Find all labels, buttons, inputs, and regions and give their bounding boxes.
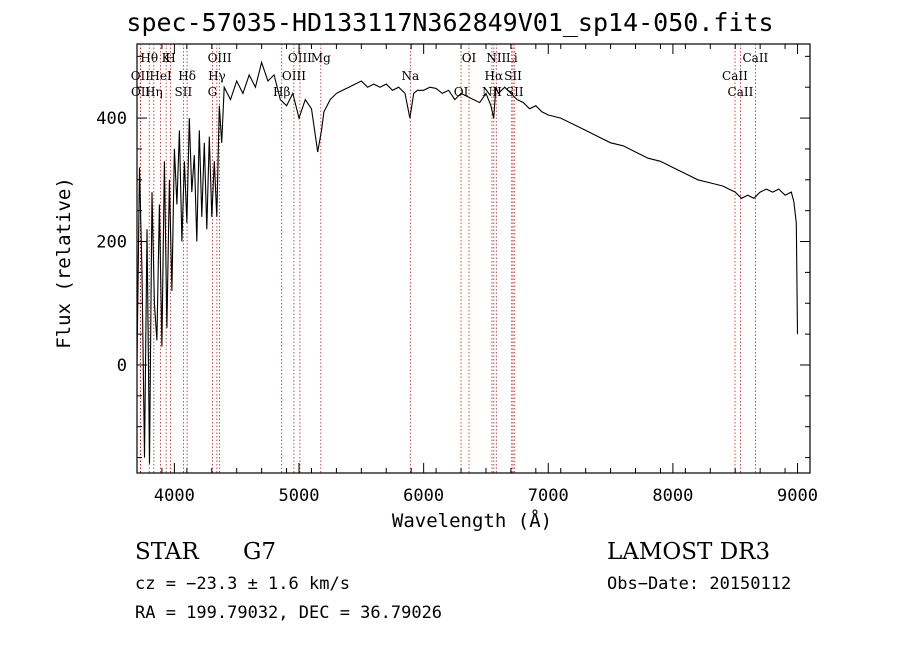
x-tick-label: 4000 [154, 486, 195, 506]
x-tick-label: 8000 [652, 486, 693, 506]
line-label: OIII [282, 69, 306, 83]
line-label: Hη [145, 85, 163, 99]
line-label: NII [482, 85, 502, 99]
observation-date: Obs−Date: 20150112 [607, 574, 792, 594]
line-label: CaII [728, 85, 754, 99]
x-tick-label: 6000 [403, 486, 444, 506]
line-label: OI [454, 85, 469, 99]
line-label: OIII [288, 51, 312, 65]
x-tick-label: 5000 [279, 486, 320, 506]
x-axis-label: Wavelength (Å) [391, 510, 553, 532]
line-label: CaII [742, 51, 768, 65]
line-label: OIII [208, 51, 232, 65]
line-label: Hβ [273, 85, 290, 99]
line-label: Mg [311, 51, 331, 65]
line-label: CaII [722, 69, 748, 83]
line-label: SII [504, 69, 522, 83]
object-subclass: G7 [243, 539, 277, 565]
line-label: HeI [149, 69, 172, 83]
line-label: Na [401, 69, 419, 83]
line-label: NII [486, 51, 506, 65]
x-tick-label: 7000 [528, 486, 569, 506]
line-label: OII [131, 69, 151, 83]
line-label: SII [175, 85, 193, 99]
chart-title: spec-57035-HD133117N362849V01_sp14-050.f… [126, 8, 774, 37]
line-label: K [162, 51, 172, 65]
line-label: G [208, 85, 218, 99]
object-class: STAR [135, 539, 199, 565]
line-label: Hγ [208, 69, 226, 83]
y-tick-label: 200 [96, 233, 127, 253]
plot-frame [136, 43, 811, 474]
survey-name: LAMOST DR3 [607, 539, 771, 565]
line-label: Hδ [178, 69, 196, 83]
line-label: Hθ [140, 51, 158, 65]
line-label: Hα [485, 69, 504, 83]
y-tick-label: 0 [117, 356, 127, 376]
coordinates-text: RA = 199.79032, DEC = 36.79026 [135, 603, 443, 623]
x-tick-label: 9000 [777, 486, 818, 506]
y-tick-label: 400 [96, 109, 127, 129]
redshift-text: cz = −23.3 ± 1.6 km/s [135, 574, 350, 594]
line-label: OII [131, 85, 151, 99]
spectrum-line [136, 60, 799, 464]
line-label: SII [506, 85, 524, 99]
line-label: OI [462, 51, 477, 65]
line-label: H [165, 51, 175, 65]
y-axis-label: Flux (relative) [53, 177, 75, 349]
line-label: Li [506, 51, 518, 65]
